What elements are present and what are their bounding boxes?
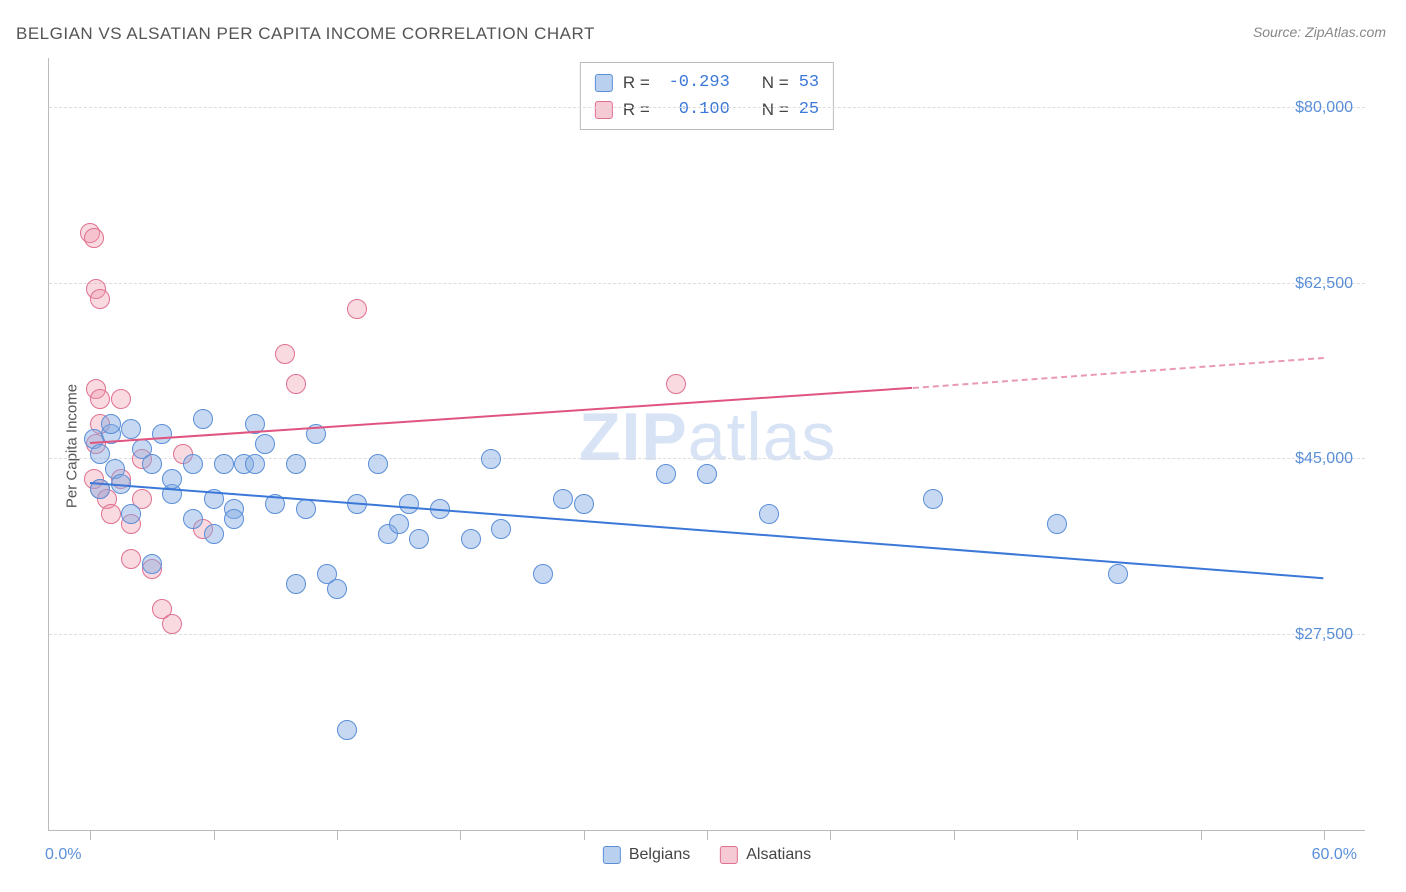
gridline [49, 107, 1365, 108]
data-point-belgian [327, 579, 347, 599]
trendline-belgians [90, 482, 1324, 579]
data-point-belgian [121, 419, 141, 439]
data-point-belgian [101, 414, 121, 434]
data-point-alsatian [347, 299, 367, 319]
data-point-belgian [214, 454, 234, 474]
data-point-belgian [409, 529, 429, 549]
n-label: N = [762, 96, 789, 123]
data-point-belgian [656, 464, 676, 484]
data-point-alsatian [286, 374, 306, 394]
y-tick-label: $80,000 [1295, 99, 1353, 117]
x-tick [460, 830, 461, 840]
x-tick [707, 830, 708, 840]
data-point-belgian [286, 454, 306, 474]
data-point-belgian [491, 519, 511, 539]
r-label: R = [623, 69, 650, 96]
data-point-belgian [1047, 514, 1067, 534]
data-point-alsatian [101, 504, 121, 524]
data-point-belgian [296, 499, 316, 519]
legend-item-alsatians: Alsatians [720, 846, 811, 864]
x-tick [1324, 830, 1325, 840]
data-point-belgian [152, 424, 172, 444]
n-value-belgians: 53 [799, 69, 819, 96]
y-tick-label: $62,500 [1295, 275, 1353, 293]
data-point-belgian [399, 494, 419, 514]
data-point-belgian [574, 494, 594, 514]
data-point-belgian [193, 409, 213, 429]
y-tick-label: $45,000 [1295, 450, 1353, 468]
swatch-blue-icon [595, 74, 613, 92]
stats-row-alsatians: R = 0.100 N = 25 [595, 96, 819, 123]
gridline [49, 634, 1365, 635]
data-point-belgian [183, 454, 203, 474]
r-value-alsatians: 0.100 [660, 96, 730, 123]
data-point-belgian [224, 509, 244, 529]
data-point-belgian [142, 554, 162, 574]
legend-label-alsatians: Alsatians [746, 846, 811, 864]
gridline [49, 283, 1365, 284]
swatch-pink-icon [720, 846, 738, 864]
chart-title: BELGIAN VS ALSATIAN PER CAPITA INCOME CO… [16, 24, 595, 44]
data-point-belgian [533, 564, 553, 584]
data-point-belgian [481, 449, 501, 469]
n-value-alsatians: 25 [799, 96, 819, 123]
x-axis-max-label: 60.0% [1312, 846, 1357, 864]
trendline-alsatians-extrapolated [913, 357, 1324, 389]
correlation-stats-box: R = -0.293 N = 53 R = 0.100 N = 25 [580, 62, 834, 130]
swatch-pink-icon [595, 101, 613, 119]
data-point-belgian [121, 504, 141, 524]
r-value-belgians: -0.293 [660, 69, 730, 96]
data-point-alsatian [275, 344, 295, 364]
data-point-alsatian [162, 614, 182, 634]
x-tick [337, 830, 338, 840]
series-legend: Belgians Alsatians [603, 846, 811, 864]
trendline-alsatians [90, 387, 913, 444]
data-point-alsatian [666, 374, 686, 394]
data-point-belgian [337, 720, 357, 740]
x-axis-min-label: 0.0% [45, 846, 81, 864]
swatch-blue-icon [603, 846, 621, 864]
x-tick [214, 830, 215, 840]
data-point-belgian [204, 524, 224, 544]
x-tick [90, 830, 91, 840]
data-point-alsatian [84, 228, 104, 248]
legend-item-belgians: Belgians [603, 846, 690, 864]
x-tick [584, 830, 585, 840]
scatter-plot-area: ZIPatlas R = -0.293 N = 53 R = 0.100 N =… [48, 58, 1365, 831]
data-point-belgian [553, 489, 573, 509]
legend-label-belgians: Belgians [629, 846, 690, 864]
data-point-belgian [286, 574, 306, 594]
data-point-belgian [162, 469, 182, 489]
data-point-alsatian [90, 389, 110, 409]
data-point-alsatian [111, 389, 131, 409]
data-point-belgian [368, 454, 388, 474]
data-point-belgian [923, 489, 943, 509]
x-tick [1077, 830, 1078, 840]
watermark-bold: ZIP [579, 399, 688, 475]
data-point-belgian [255, 434, 275, 454]
r-label: R = [623, 96, 650, 123]
data-point-belgian [245, 454, 265, 474]
data-point-belgian [697, 464, 717, 484]
data-point-belgian [183, 509, 203, 529]
y-tick-label: $27,500 [1295, 626, 1353, 644]
data-point-belgian [759, 504, 779, 524]
data-point-alsatian [121, 549, 141, 569]
stats-row-belgians: R = -0.293 N = 53 [595, 69, 819, 96]
x-tick [954, 830, 955, 840]
data-point-alsatian [90, 289, 110, 309]
data-point-belgian [1108, 564, 1128, 584]
data-point-belgian [461, 529, 481, 549]
x-tick [1201, 830, 1202, 840]
x-tick [830, 830, 831, 840]
n-label: N = [762, 69, 789, 96]
source-attribution: Source: ZipAtlas.com [1253, 24, 1386, 40]
data-point-belgian [142, 454, 162, 474]
data-point-belgian [389, 514, 409, 534]
